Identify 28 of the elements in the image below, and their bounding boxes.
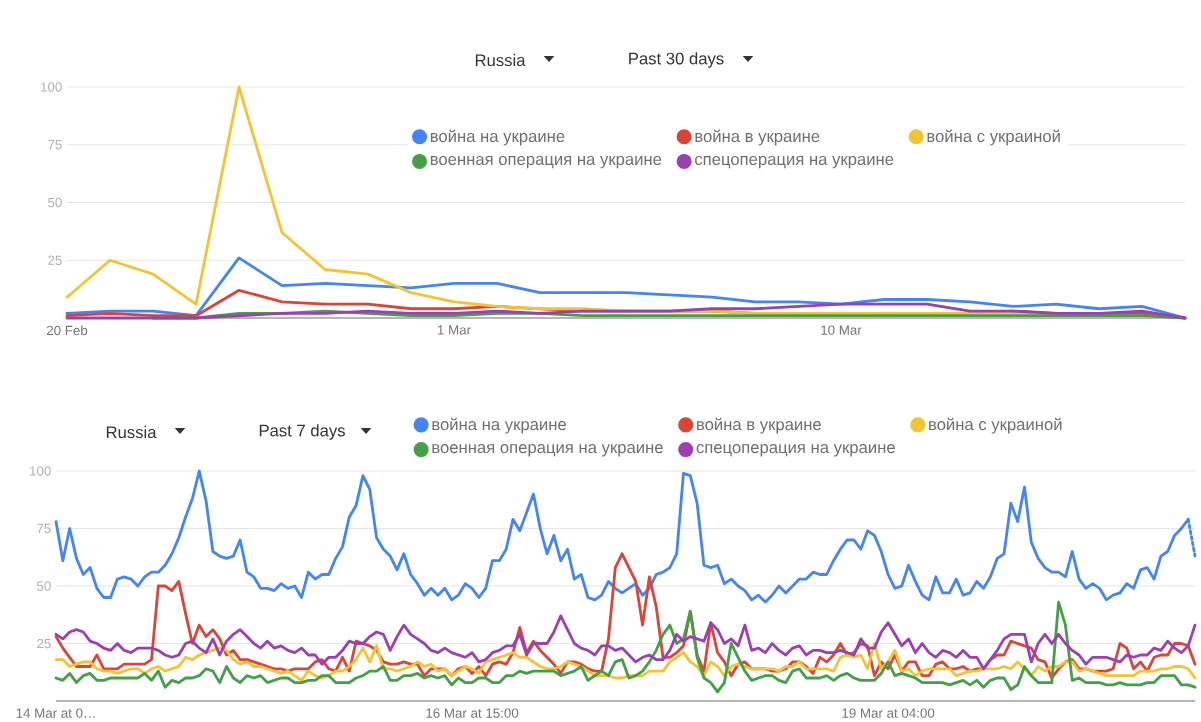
- y-tick-label: 100: [30, 466, 51, 476]
- legend-label: война на украине: [430, 129, 565, 146]
- legend-label: спецоперация на украине: [695, 155, 894, 169]
- legend-label: военная операция на украине: [430, 155, 662, 169]
- legend-label: война на украине: [432, 417, 566, 434]
- y-tick-label: 75: [48, 139, 62, 150]
- legend-label: спецоперация на украине: [696, 443, 895, 457]
- legend-label: война с украиной: [929, 417, 1062, 434]
- text: Past 30 days: [629, 52, 724, 68]
- y-tick-label: 50: [37, 581, 51, 591]
- x-tick-label: 20 Feb: [46, 325, 88, 336]
- legend-label: война в украине: [695, 129, 820, 146]
- x-tick-label: 10 Mar: [821, 325, 862, 335]
- y-tick-label: 100: [41, 82, 62, 92]
- text: Russia: [106, 425, 157, 438]
- text: Russia: [475, 53, 526, 66]
- legend-label: война с украиной: [927, 129, 1060, 146]
- x-tick-label: 19 Mar at 04:00: [842, 708, 935, 718]
- legend-label: война в украине: [697, 417, 821, 434]
- x-tick-label: 16 Mar at 15:00: [426, 708, 519, 718]
- y-tick-label: 25: [48, 255, 62, 265]
- y-tick-label: 50: [48, 197, 62, 208]
- x-tick-label: 1 Mar: [437, 325, 471, 335]
- x-tick-label: 14 Mar at 0…: [16, 708, 95, 718]
- y-tick-label: 25: [37, 638, 51, 649]
- legend-label: военная операция на украине: [432, 443, 663, 457]
- text: Past 7 days: [259, 424, 345, 440]
- y-tick-label: 75: [37, 523, 51, 534]
